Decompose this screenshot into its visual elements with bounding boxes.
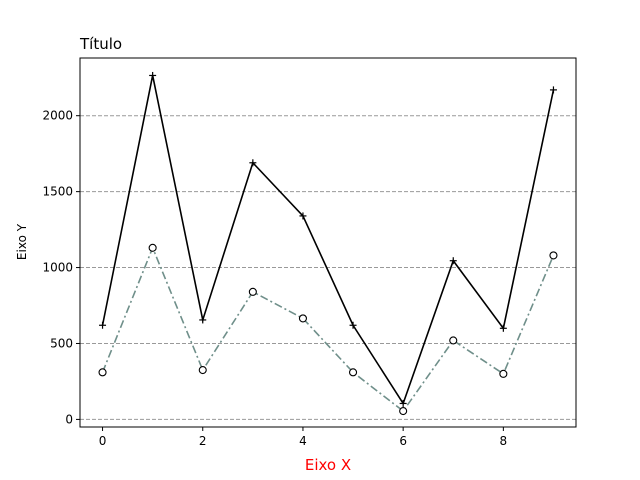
data-point-plus <box>299 212 307 220</box>
data-point-circle <box>399 407 408 416</box>
y-tick-label: 500 <box>50 336 73 350</box>
data-point-circle <box>449 336 458 345</box>
axis-ticks: 0 500 1000 1500 2000 0 2 4 6 8 <box>42 109 507 448</box>
x-tick-label: 2 <box>199 434 207 448</box>
data-point-circle <box>499 369 508 378</box>
data-point-plus <box>249 159 257 167</box>
data-point-plus <box>149 71 157 79</box>
data-point-circle <box>148 243 157 252</box>
data-point-circle <box>349 368 358 377</box>
data-point-circle <box>248 287 257 296</box>
data-point-circle <box>98 368 107 377</box>
series-line-1 <box>101 75 555 406</box>
x-tick-label: 8 <box>500 434 508 448</box>
data-point-plus <box>199 316 207 324</box>
series-layer <box>98 71 558 416</box>
data-point-plus <box>499 324 507 332</box>
data-point-plus <box>399 399 407 407</box>
data-point-plus <box>349 321 357 329</box>
data-point-circle <box>198 366 207 375</box>
series-line-2 <box>101 245 555 413</box>
data-point-plus <box>549 86 557 94</box>
y-tick-label: 1000 <box>42 261 73 275</box>
x-tick-label: 6 <box>399 434 407 448</box>
y-tick-label: 2000 <box>42 109 73 123</box>
grid-lines <box>80 115 576 420</box>
y-tick-label: 0 <box>65 412 73 426</box>
data-point-circle <box>549 251 558 260</box>
chart-title: Título <box>79 35 122 53</box>
y-tick-label: 1500 <box>42 185 73 199</box>
data-point-plus <box>449 257 457 265</box>
x-tick-label: 4 <box>299 434 307 448</box>
x-axis-label: Eixo X <box>305 456 351 474</box>
plot-frame <box>79 57 577 428</box>
y-axis-label: Eixo Y <box>15 223 29 260</box>
x-tick-label: 0 <box>99 434 107 448</box>
data-point-circle <box>298 314 307 323</box>
data-point-plus <box>99 321 107 329</box>
